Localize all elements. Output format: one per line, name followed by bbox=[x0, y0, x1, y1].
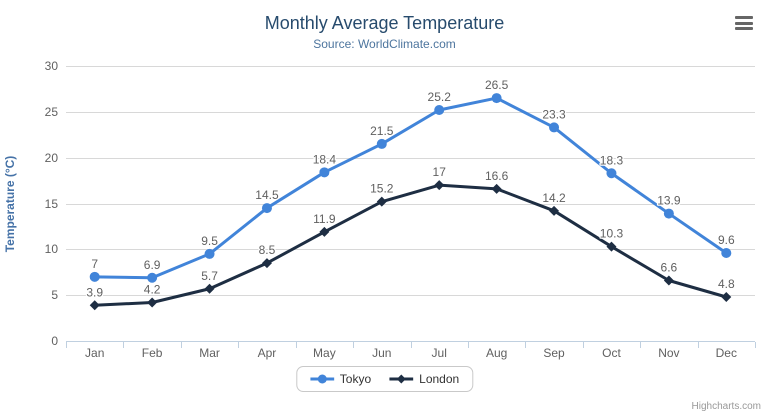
point-london-oct[interactable] bbox=[606, 241, 617, 252]
point-london-dec[interactable] bbox=[721, 292, 732, 302]
x-axis-label-sep: Sep bbox=[543, 346, 565, 360]
point-tokyo-aug[interactable] bbox=[491, 93, 502, 104]
point-london-jun[interactable] bbox=[376, 196, 387, 207]
series-line-tokyo[interactable] bbox=[93, 96, 728, 280]
y-axis-label: 30 bbox=[45, 59, 59, 73]
point-tokyo-sep[interactable] bbox=[549, 122, 560, 133]
point-tokyo-jan[interactable] bbox=[89, 271, 100, 282]
data-label-tokyo-jun: 21.5 bbox=[370, 124, 394, 138]
data-label-london-nov: 6.6 bbox=[661, 261, 678, 275]
x-axis-label-mar: Mar bbox=[199, 346, 220, 360]
y-axis-label: 10 bbox=[45, 242, 59, 256]
point-london-may[interactable] bbox=[319, 226, 330, 237]
point-london-aug[interactable] bbox=[491, 183, 502, 194]
x-axis-label-jun: Jun bbox=[372, 346, 391, 360]
legend: Tokyo London bbox=[295, 366, 474, 392]
x-axis-label-oct: Oct bbox=[602, 346, 621, 360]
y-axis-label: 25 bbox=[45, 105, 59, 119]
point-tokyo-mar[interactable] bbox=[204, 248, 215, 259]
data-label-tokyo-jul: 25.2 bbox=[428, 90, 452, 104]
data-label-london-may: 11.9 bbox=[313, 212, 336, 226]
point-london-nov[interactable] bbox=[663, 275, 674, 286]
x-axis-label-may: May bbox=[313, 346, 336, 360]
point-london-mar[interactable] bbox=[204, 283, 215, 294]
data-label-tokyo-jan: 7 bbox=[91, 257, 98, 271]
point-tokyo-dec[interactable] bbox=[721, 248, 732, 258]
series-line-london[interactable] bbox=[93, 183, 728, 307]
x-axis-label-feb: Feb bbox=[142, 346, 163, 360]
data-label-tokyo-mar: 9.5 bbox=[201, 234, 218, 248]
data-label-tokyo-may: 18.4 bbox=[313, 152, 337, 166]
point-london-apr[interactable] bbox=[261, 258, 272, 269]
data-label-london-dec: 4.8 bbox=[718, 277, 735, 291]
point-tokyo-oct[interactable] bbox=[606, 168, 617, 179]
y-axis-label: 5 bbox=[51, 288, 58, 302]
data-label-london-feb: 4.2 bbox=[144, 283, 161, 297]
y-axis-label: 0 bbox=[51, 334, 58, 348]
x-axis-label-aug: Aug bbox=[486, 346, 507, 360]
legend-item-london[interactable]: London bbox=[389, 372, 459, 386]
point-tokyo-nov[interactable] bbox=[663, 208, 674, 219]
series-london: 3.9 4.2 5.7 8.5 11.9 15.2 17 16.6 14.2 10.3 6.6 4.8 bbox=[85, 164, 736, 311]
point-london-jul[interactable] bbox=[434, 180, 445, 191]
point-london-sep[interactable] bbox=[549, 205, 560, 216]
data-label-tokyo-feb: 6.9 bbox=[144, 258, 161, 272]
point-tokyo-may[interactable] bbox=[319, 167, 330, 178]
x-axis-label-dec: Dec bbox=[716, 346, 737, 360]
chart-title: Monthly Average Temperature bbox=[264, 13, 505, 33]
point-tokyo-apr[interactable] bbox=[261, 203, 272, 214]
data-label-london-jul: 17 bbox=[433, 165, 447, 179]
data-label-tokyo-nov: 13.9 bbox=[657, 194, 681, 208]
legend-label-tokyo: Tokyo bbox=[339, 372, 372, 386]
y-axis-label: 15 bbox=[45, 197, 59, 211]
point-tokyo-feb[interactable] bbox=[147, 272, 158, 283]
export-menu-button[interactable] bbox=[730, 11, 758, 35]
data-label-london-sep: 14.2 bbox=[542, 191, 566, 205]
legend-label-london: London bbox=[419, 372, 460, 386]
point-tokyo-jun[interactable] bbox=[376, 138, 387, 149]
y-axis-label: 20 bbox=[45, 151, 59, 165]
y-axis-title: Temperature (°C) bbox=[3, 156, 17, 253]
data-label-london-aug: 16.6 bbox=[485, 169, 509, 183]
data-label-london-jun: 15.2 bbox=[370, 182, 394, 196]
point-tokyo-jul[interactable] bbox=[434, 105, 445, 115]
hamburger-menu-icon bbox=[735, 27, 753, 30]
data-label-tokyo-aug: 26.5 bbox=[485, 78, 509, 92]
legend-marker-diamond-icon bbox=[389, 374, 414, 384]
legend-item-tokyo[interactable]: Tokyo bbox=[309, 372, 372, 386]
series-tokyo: 7 6.9 9.5 14.5 18.4 21.5 25.2 26.5 23.3 18.3 13.9 9… bbox=[89, 77, 736, 283]
x-axis-label-apr: Apr bbox=[258, 346, 277, 360]
credits-link[interactable]: Highcharts.com bbox=[691, 401, 761, 412]
point-london-feb[interactable] bbox=[147, 297, 158, 308]
data-label-tokyo-apr: 14.5 bbox=[255, 188, 279, 202]
legend-marker-circle-icon bbox=[309, 374, 334, 384]
data-label-tokyo-oct: 18.3 bbox=[600, 153, 624, 167]
hamburger-menu-icon bbox=[735, 21, 753, 25]
data-label-london-jan: 3.9 bbox=[86, 285, 103, 299]
hamburger-menu-icon bbox=[735, 16, 753, 19]
data-label-tokyo-dec: 9.6 bbox=[718, 233, 735, 247]
data-label-london-mar: 5.7 bbox=[201, 269, 218, 283]
x-axis-label-nov: Nov bbox=[658, 346, 679, 360]
data-label-tokyo-sep: 23.3 bbox=[542, 107, 566, 121]
x-axis-label-jan: Jan bbox=[85, 346, 104, 360]
data-label-london-apr: 8.5 bbox=[259, 243, 276, 257]
x-axis-label-jul: Jul bbox=[432, 346, 447, 360]
point-london-jan[interactable] bbox=[89, 300, 100, 311]
data-label-london-oct: 10.3 bbox=[600, 227, 624, 241]
chart-subtitle: Source: WorldClimate.com bbox=[313, 37, 456, 51]
